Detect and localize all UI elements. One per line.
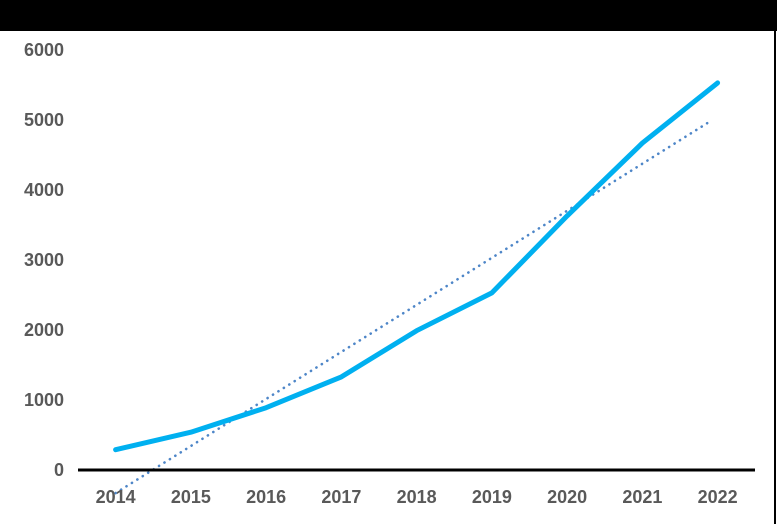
x-tick-label-2014: 2014 xyxy=(95,487,136,507)
x-tick-label-2020: 2020 xyxy=(547,487,588,507)
y-tick-label-0: 0 xyxy=(53,460,64,480)
trendline-dotted xyxy=(114,119,712,495)
x-tick-label-2016: 2016 xyxy=(246,487,287,507)
x-tick-label-2015: 2015 xyxy=(170,487,211,507)
y-tick-label-6000: 6000 xyxy=(23,40,64,60)
top-black-bar xyxy=(0,0,777,31)
x-tick-label-2019: 2019 xyxy=(471,487,512,507)
x-tick-label-2021: 2021 xyxy=(622,487,663,507)
x-tick-label-2022: 2022 xyxy=(697,487,738,507)
y-tick-label-1000: 1000 xyxy=(23,390,64,410)
y-tick-label-3000: 3000 xyxy=(23,250,64,270)
y-tick-label-4000: 4000 xyxy=(23,180,64,200)
x-tick-label-2017: 2017 xyxy=(321,487,362,507)
series-line xyxy=(113,80,721,453)
x-tick-label-2018: 2018 xyxy=(396,487,437,507)
right-edge-border xyxy=(774,0,776,524)
y-tick-label-2000: 2000 xyxy=(23,320,64,340)
y-tick-label-5000: 5000 xyxy=(23,110,64,130)
